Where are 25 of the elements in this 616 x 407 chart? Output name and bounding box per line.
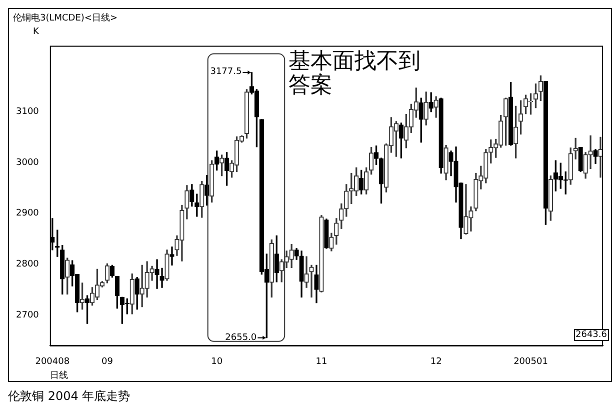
- x-tick-label: 09: [101, 357, 114, 368]
- candlestick: [160, 268, 164, 288]
- x-tick-label: 11: [316, 357, 328, 368]
- annotation: 2643.6: [574, 329, 609, 342]
- x-tick-label: 10: [211, 357, 223, 368]
- y-tick-label: 3100: [16, 107, 40, 118]
- candlestick: [170, 246, 174, 266]
- text: 伦敦铜 2004 年底走势: [8, 388, 132, 405]
- annotation: 2655.0: [225, 332, 257, 344]
- candlestick: [598, 136, 603, 178]
- candlestick: [309, 264, 314, 298]
- candlestick: [154, 259, 160, 289]
- y-tick-label: 3000: [16, 158, 40, 168]
- annotation: 3177.5: [210, 66, 242, 78]
- y-tick-label: 2900: [16, 208, 40, 219]
- x-tick-label: 200408: [35, 357, 70, 368]
- candlestick: [588, 135, 593, 170]
- y-tick-label: 2800: [16, 259, 40, 270]
- x-tick-label: 12: [430, 357, 442, 368]
- text: K: [33, 27, 39, 37]
- y-tick-label: 2700: [16, 310, 40, 320]
- annotation: 基本面找不到答案: [288, 48, 422, 98]
- candlestick: [478, 166, 484, 190]
- x-tick-label: 200501: [514, 357, 548, 368]
- chart-title: 伦铜电3(LMCDE)<日线>: [13, 12, 118, 24]
